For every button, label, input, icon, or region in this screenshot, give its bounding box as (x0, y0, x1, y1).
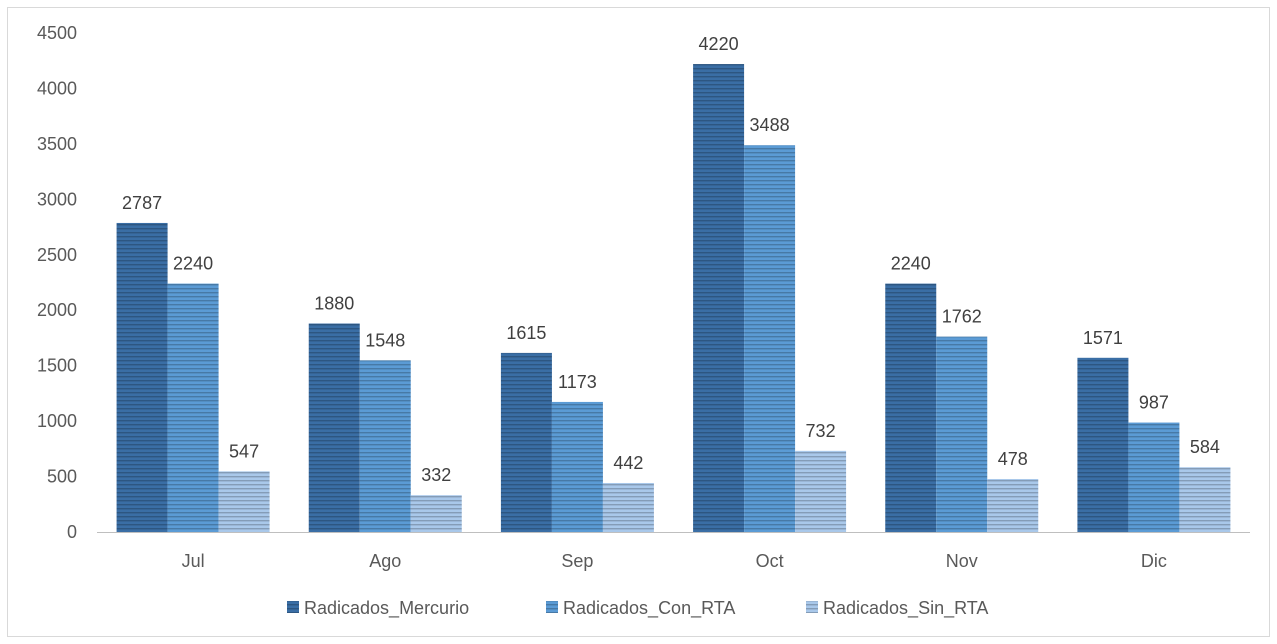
bar-oct-1 (693, 64, 745, 532)
data-label: 584 (1190, 437, 1220, 457)
legend-swatch (806, 601, 818, 613)
bar-jul-1 (116, 222, 168, 532)
y-tick-label: 4000 (37, 78, 77, 98)
x-tick-label: Oct (756, 551, 784, 571)
data-label: 3488 (750, 115, 790, 135)
data-label: 2240 (891, 254, 931, 274)
bar-nov-1 (885, 283, 937, 532)
bar-ago-2 (359, 360, 411, 532)
y-tick-label: 1500 (37, 356, 77, 376)
bars-group (116, 64, 1231, 533)
data-label: 547 (229, 441, 259, 461)
bar-dic-1 (1077, 357, 1129, 532)
data-label: 1880 (314, 294, 354, 314)
bar-jul-3 (218, 471, 270, 532)
legend-label: Radicados_Con_RTA (563, 598, 735, 619)
legend-label: Radicados_Mercurio (304, 598, 469, 619)
bar-oct-3 (795, 450, 847, 532)
y-tick-label: 2000 (37, 300, 77, 320)
bar-oct-2 (744, 145, 796, 533)
data-label: 1762 (942, 307, 982, 327)
data-label: 4220 (699, 34, 739, 54)
bar-ago-3 (410, 495, 462, 532)
bar-sep-1 (500, 352, 552, 532)
x-tick-label: Jul (182, 551, 205, 571)
x-tick-label: Sep (561, 551, 593, 571)
legend-swatch (287, 601, 299, 613)
y-tick-label: 2500 (37, 245, 77, 265)
x-axis: Jul Ago Sep Oct Nov Dic (97, 532, 1250, 571)
bar-sep-3 (602, 482, 654, 532)
data-label: 442 (613, 453, 643, 473)
legend: Radicados_Mercurio Radicados_Con_RTA Radic… (287, 598, 988, 619)
data-labels-group: 2787 2240 547 1880 1548 332 1615 1173 442 4220 348… (122, 34, 1220, 485)
data-label: 2787 (122, 193, 162, 213)
data-label: 478 (998, 449, 1028, 469)
legend-swatch (546, 601, 558, 613)
data-label: 1615 (506, 323, 546, 343)
bar-ago-1 (308, 323, 360, 532)
data-label: 1548 (365, 330, 405, 350)
y-tick-label: 3500 (37, 134, 77, 154)
y-tick-label: 1000 (37, 411, 77, 431)
bar-sep-2 (551, 401, 603, 532)
legend-label: Radicados_Sin_RTA (823, 598, 988, 619)
bar-jul-2 (167, 283, 219, 532)
y-tick-label: 500 (47, 467, 77, 487)
bar-dic-2 (1128, 422, 1180, 532)
y-tick-label: 3000 (37, 189, 77, 209)
data-label: 1571 (1083, 328, 1123, 348)
x-tick-label: Dic (1141, 551, 1167, 571)
x-tick-label: Nov (946, 551, 978, 571)
data-label: 2240 (173, 254, 213, 274)
bar-dic-3 (1179, 467, 1231, 532)
bar-nov-2 (936, 336, 988, 532)
data-label: 1173 (558, 372, 597, 392)
data-label: 332 (421, 465, 451, 485)
y-axis: 0 500 1000 1500 2000 2500 3000 3500 4000 4500 (37, 23, 77, 542)
y-tick-label: 4500 (37, 23, 77, 43)
data-label: 732 (806, 421, 836, 441)
bar-nov-3 (987, 478, 1039, 532)
x-tick-label: Ago (369, 551, 401, 571)
data-label: 987 (1139, 393, 1169, 413)
y-tick-label: 0 (67, 522, 77, 542)
